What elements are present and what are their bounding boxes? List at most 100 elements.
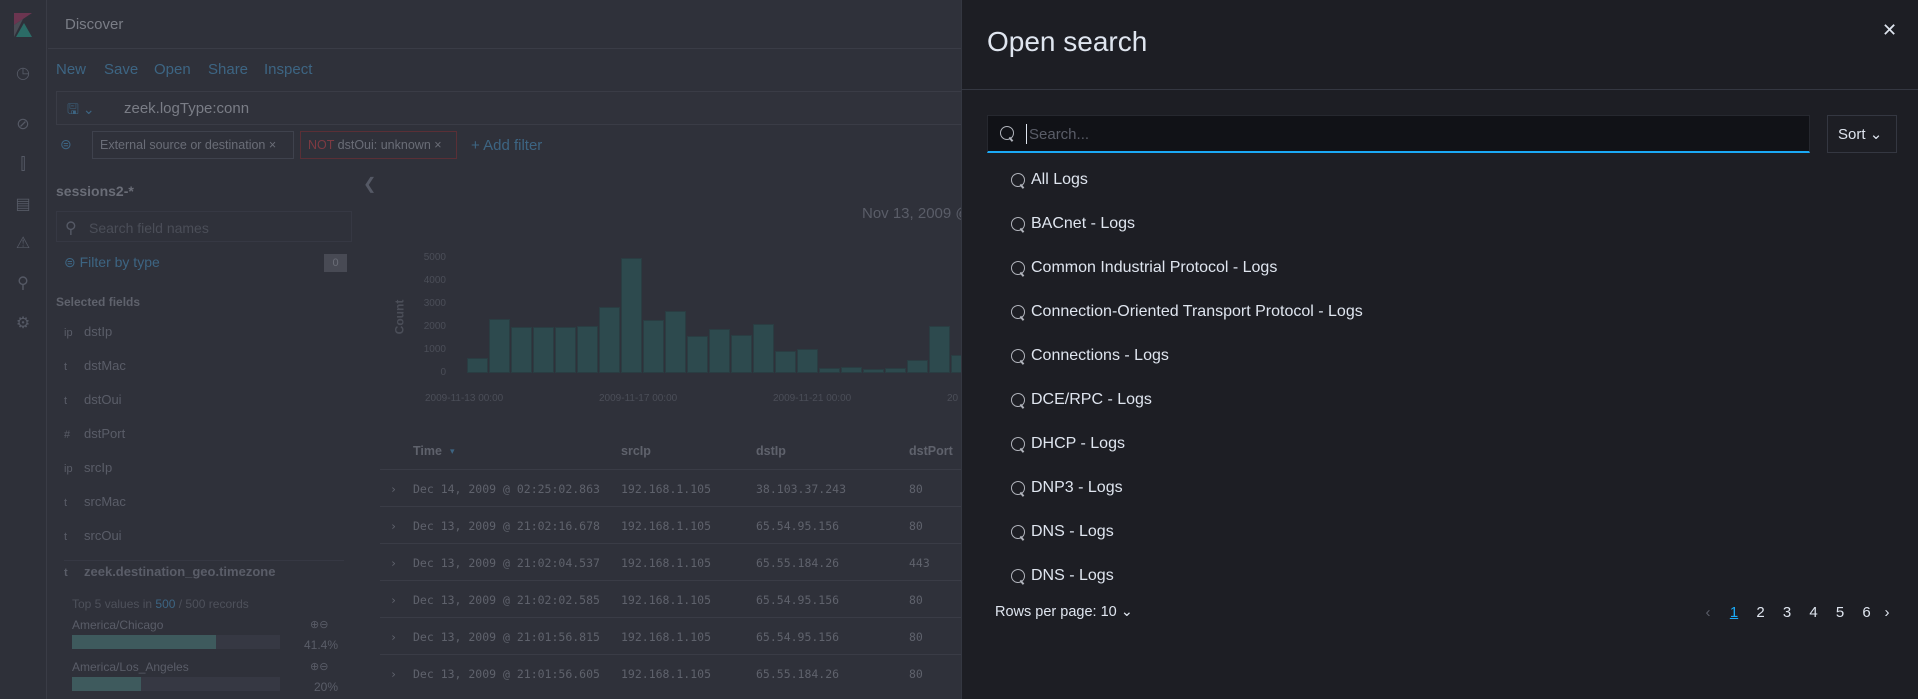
table-row[interactable]: › Dec 13, 2009 @ 21:02:04.537 192.168.1.10… — [380, 543, 980, 580]
saved-search-item[interactable]: DNS - Logs — [987, 558, 1887, 594]
saved-search-item[interactable]: Connections - Logs — [987, 338, 1887, 374]
expanded-field[interactable]: t zeek.destination_geo.timezone — [64, 564, 275, 579]
close-icon[interactable]: × — [434, 138, 442, 152]
rows-per-page-button[interactable]: Rows per page: 10 ⌄ — [995, 604, 1133, 620]
saved-search-item[interactable]: DCE/RPC - Logs — [987, 382, 1887, 418]
expand-row-icon[interactable]: › — [390, 519, 397, 533]
filter-by-type-button[interactable]: ⊜ Filter by type — [64, 254, 160, 270]
close-icon[interactable]: ✕ — [1882, 20, 1898, 40]
histogram-bar[interactable] — [665, 310, 686, 373]
sort-desc-icon[interactable]: ▾ — [450, 446, 455, 456]
query-input[interactable]: zeek.logType:conn — [124, 100, 250, 117]
page-6-button[interactable]: 6 — [1862, 604, 1871, 621]
saved-search-item[interactable]: Connection-Oriented Transport Protocol -… — [987, 294, 1887, 330]
expand-row-icon[interactable]: › — [390, 630, 397, 644]
histogram-bar[interactable] — [753, 323, 774, 373]
histogram-bar[interactable] — [489, 318, 510, 373]
table-row[interactable]: › Dec 13, 2009 @ 21:02:02.585 192.168.1.10… — [380, 580, 980, 617]
open-button[interactable]: Open — [154, 61, 191, 78]
histogram-bar[interactable] — [797, 348, 818, 373]
clock-icon[interactable]: ◷ — [16, 65, 30, 82]
histogram-bar[interactable] — [863, 368, 884, 373]
expand-row-icon[interactable]: › — [390, 667, 397, 681]
histogram-bar[interactable] — [533, 326, 554, 373]
table-row[interactable]: › Dec 13, 2009 @ 21:02:16.678 192.168.1.10… — [380, 506, 980, 543]
next-page-icon[interactable]: › — [1884, 604, 1890, 621]
sort-button[interactable]: Sort ⌄ — [1827, 115, 1897, 153]
table-row[interactable]: › Dec 13, 2009 @ 21:01:56.815 192.168.1.10… — [380, 617, 980, 654]
inspect-button[interactable]: Inspect — [264, 61, 313, 78]
page-4-button[interactable]: 4 — [1809, 604, 1818, 621]
new-button[interactable]: New — [56, 61, 87, 78]
page-5-button[interactable]: 5 — [1835, 604, 1845, 621]
page-1-button[interactable]: 1 — [1729, 604, 1739, 621]
query-bar[interactable]: 🖫 ⌄ zeek.logType:conn — [56, 91, 966, 125]
field-item[interactable]: ip srcIp — [64, 460, 112, 475]
histogram-bar[interactable] — [621, 258, 642, 373]
field-item[interactable]: t srcOui — [64, 528, 122, 543]
filter-icon[interactable]: ⊜ — [60, 136, 72, 152]
saved-query-icon[interactable]: 🖫 ⌄ — [67, 101, 95, 117]
histogram-bar[interactable] — [907, 360, 928, 373]
kibana-logo[interactable] — [14, 13, 32, 37]
histogram-bar[interactable] — [467, 358, 488, 373]
saved-search-item[interactable]: BACnet - Logs — [987, 206, 1887, 242]
alert-icon[interactable]: ⚠ — [15, 235, 31, 252]
saved-search-item[interactable]: All Logs — [987, 162, 1887, 198]
histogram-bar[interactable] — [687, 336, 708, 373]
collapse-sidebar-icon[interactable]: ❮ — [363, 176, 377, 193]
table-row[interactable]: › Dec 13, 2009 @ 21:01:56.605 192.168.1.10… — [380, 654, 980, 691]
saved-search-item[interactable]: DHCP - Logs — [987, 426, 1887, 462]
save-button[interactable]: Save — [104, 61, 139, 78]
histogram-bar[interactable] — [731, 335, 752, 373]
histogram-bar[interactable] — [599, 307, 620, 373]
add-filter-button[interactable]: + Add filter — [471, 137, 543, 154]
wrench-icon[interactable]: ⚲ — [17, 275, 29, 292]
page-2-button[interactable]: 2 — [1756, 604, 1765, 621]
top-count-link[interactable]: 500 — [155, 597, 176, 611]
expand-row-icon[interactable]: › — [390, 556, 397, 570]
saved-search-item[interactable]: Common Industrial Protocol - Logs — [987, 250, 1887, 286]
field-item[interactable]: t dstMac — [64, 358, 126, 373]
column-header[interactable]: srcIp — [621, 444, 651, 458]
zoom-in-out-icons[interactable]: ⊕⊖ — [310, 619, 329, 631]
page-3-button[interactable]: 3 — [1782, 604, 1792, 621]
visualize-icon[interactable]: ⫿ — [20, 156, 26, 173]
saved-search-input-wrapper[interactable] — [987, 115, 1810, 153]
compass-icon[interactable]: ⊘ — [16, 116, 30, 133]
expand-row-icon[interactable]: › — [390, 593, 397, 607]
saved-search-item[interactable]: DNP3 - Logs — [987, 470, 1887, 506]
dashboard-icon[interactable]: ▤ — [15, 196, 31, 213]
histogram-bar[interactable] — [885, 368, 906, 373]
index-pattern[interactable]: sessions2-* — [56, 183, 134, 199]
histogram-bar[interactable] — [643, 320, 664, 373]
field-item[interactable]: ip dstIp — [64, 324, 112, 339]
histogram-bar[interactable] — [577, 325, 598, 373]
column-header[interactable]: dstPort — [909, 444, 953, 458]
histogram-bar[interactable] — [555, 327, 576, 373]
table-row[interactable]: › Dec 14, 2009 @ 02:25:02.863 192.168.1.10… — [380, 469, 980, 506]
histogram-bar[interactable] — [929, 325, 950, 373]
field-item[interactable]: t srcMac — [64, 494, 126, 509]
column-header[interactable]: dstIp — [756, 444, 786, 458]
share-button[interactable]: Share — [208, 61, 249, 78]
histogram-bar[interactable] — [841, 367, 862, 373]
field-item[interactable]: # dstPort — [64, 426, 125, 441]
filter-pill[interactable]: NOT dstOui: unknown × — [300, 131, 457, 159]
field-item[interactable]: t dstOui — [64, 392, 122, 407]
column-header[interactable]: Time — [413, 444, 442, 458]
zoom-in-out-icons[interactable]: ⊕⊖ — [310, 661, 329, 673]
saved-search-item[interactable]: DNS - Logs — [987, 514, 1887, 550]
histogram-bar[interactable] — [775, 351, 796, 373]
gear-icon[interactable]: ⚙ — [15, 315, 31, 332]
prev-page-icon[interactable]: ‹ — [1705, 604, 1711, 621]
field-search-input[interactable]: ⚲ Search field names — [56, 211, 352, 242]
saved-search-input[interactable] — [1026, 124, 1786, 144]
histogram-bar[interactable] — [709, 329, 730, 373]
histogram-bar[interactable] — [819, 368, 840, 373]
close-icon[interactable]: × — [268, 138, 277, 152]
histogram-bar[interactable] — [511, 327, 532, 373]
table-cell: 80 — [909, 482, 923, 496]
expand-row-icon[interactable]: › — [390, 482, 397, 496]
filter-pill[interactable]: External source or destination × — [92, 131, 294, 159]
